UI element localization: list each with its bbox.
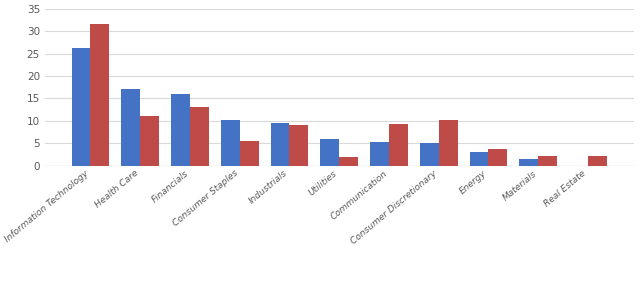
- Bar: [190, 108, 209, 166]
- Bar: [519, 159, 538, 166]
- Bar: [389, 124, 408, 166]
- Bar: [90, 24, 109, 166]
- Bar: [320, 139, 339, 166]
- Bar: [289, 126, 308, 166]
- Bar: [470, 152, 488, 166]
- Bar: [72, 48, 90, 166]
- Bar: [221, 120, 240, 166]
- Bar: [588, 156, 607, 166]
- Bar: [370, 142, 389, 166]
- Bar: [488, 149, 508, 166]
- Bar: [339, 157, 358, 166]
- Bar: [438, 120, 458, 166]
- Bar: [240, 141, 259, 166]
- Bar: [420, 143, 438, 166]
- Bar: [271, 123, 289, 166]
- Bar: [171, 94, 190, 166]
- Bar: [538, 156, 557, 166]
- Bar: [140, 116, 159, 166]
- Legend: USMV, IWB: USMV, IWB: [289, 285, 390, 286]
- Bar: [122, 90, 140, 166]
